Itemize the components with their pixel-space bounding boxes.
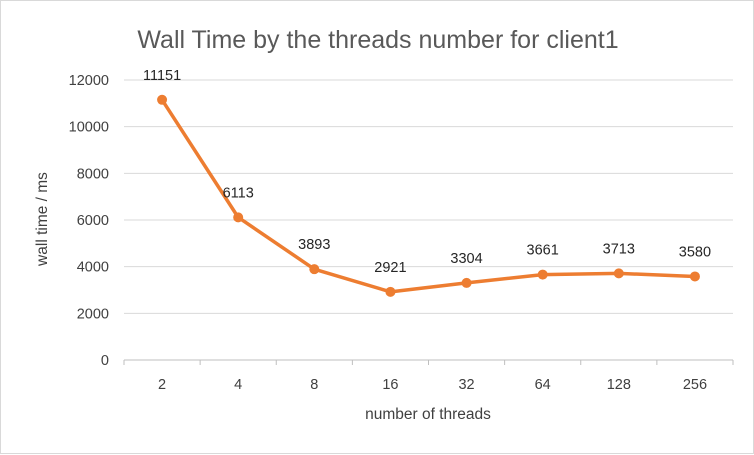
x-tick-label: 8: [310, 377, 318, 393]
gridlines: [124, 79, 733, 314]
y-axis-label: wall time / ms: [34, 172, 51, 267]
data-label: 3661: [527, 243, 559, 259]
data-point: [537, 269, 548, 280]
data-label: 3304: [450, 251, 482, 267]
y-tick-label: 2000: [77, 306, 109, 322]
data-labels: 11151 6113 3893 2921 3304 3661 3713 3580: [143, 68, 711, 276]
data-point: [233, 212, 244, 223]
y-tick-label: 0: [101, 353, 109, 369]
data-point: [461, 277, 472, 288]
data-point: [385, 286, 396, 297]
x-tick-label: 16: [382, 377, 398, 393]
y-tick-label: 6000: [77, 213, 109, 229]
y-tick-label: 8000: [77, 166, 109, 182]
data-label: 6113: [223, 185, 254, 201]
x-tick-label: 64: [535, 377, 551, 393]
data-label: 11151: [143, 68, 181, 84]
data-label: 2921: [374, 260, 406, 276]
x-tick-label: 256: [683, 377, 707, 393]
data-label: 3580: [679, 244, 711, 260]
x-tick-label: 4: [234, 377, 242, 393]
x-tick-label: 2: [158, 377, 166, 393]
data-point: [613, 268, 624, 279]
series: [157, 94, 700, 297]
data-label: 3713: [603, 241, 635, 257]
y-tick-label: 10000: [69, 120, 109, 136]
y-tick-label: 12000: [69, 73, 109, 89]
series-line: [160, 98, 697, 294]
data-point: [157, 94, 168, 105]
chart-title: Wall Time by the threads number for clie…: [137, 26, 618, 54]
x-axis-label: number of threads: [365, 406, 491, 423]
data-label: 3893: [298, 237, 330, 253]
y-tick-label: 4000: [77, 260, 109, 276]
x-tick-label: 128: [607, 377, 631, 393]
axes: 0 2000 4000 6000 8000 10000 12000 2 4 8 16 32 64 128 2…: [69, 73, 734, 393]
data-point: [689, 271, 700, 282]
data-point: [309, 264, 320, 275]
x-tick-label: 32: [458, 377, 474, 393]
